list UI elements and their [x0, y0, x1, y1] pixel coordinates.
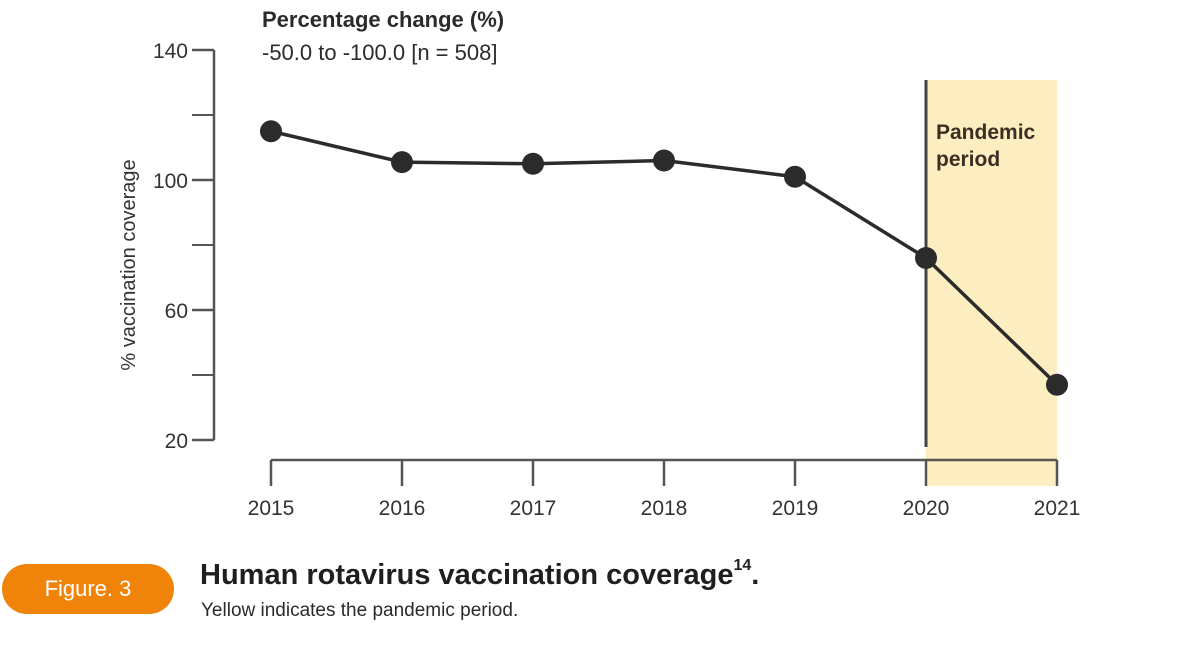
- caption-subtitle: Yellow indicates the pandemic period.: [201, 600, 519, 621]
- y-tick-label: 140: [153, 40, 188, 63]
- pandemic-label-line2: period: [936, 148, 1000, 171]
- data-point: [391, 151, 413, 174]
- pandemic-highlight-band: [926, 80, 1057, 486]
- caption-title-sup: 14: [733, 557, 752, 574]
- figure-badge: Figure. 3: [2, 564, 174, 614]
- data-point: [522, 152, 544, 175]
- data-point: [653, 149, 675, 172]
- caption-title-text: Human rotavirus vaccination coverage: [200, 559, 734, 591]
- y-tick-label: 60: [165, 300, 188, 323]
- data-point: [1046, 373, 1068, 396]
- caption-title: Human rotavirus vaccination coverage14.: [200, 557, 760, 592]
- data-point: [784, 165, 806, 188]
- x-tick-label: 2017: [510, 497, 557, 520]
- data-point: [915, 247, 937, 269]
- x-tick-label: 2018: [641, 497, 688, 520]
- y-tick-label: 20: [165, 430, 188, 453]
- chart-header-title: Percentage change (%): [262, 7, 505, 32]
- pandemic-label-line1: Pandemic: [936, 121, 1036, 144]
- y-axis-label: % vaccination coverage: [118, 159, 140, 370]
- x-tick-label: 2016: [379, 497, 426, 520]
- x-tick-label: 2019: [772, 497, 819, 520]
- chart-header-subtitle: -50.0 to -100.0 [n = 508]: [262, 40, 498, 65]
- caption-title-end: .: [751, 559, 760, 591]
- data-point: [260, 120, 282, 143]
- x-tick-label: 2015: [248, 497, 295, 520]
- x-tick-label: 2021: [1034, 497, 1081, 520]
- y-tick-label: 100: [153, 170, 188, 193]
- x-tick-label: 2020: [903, 497, 950, 520]
